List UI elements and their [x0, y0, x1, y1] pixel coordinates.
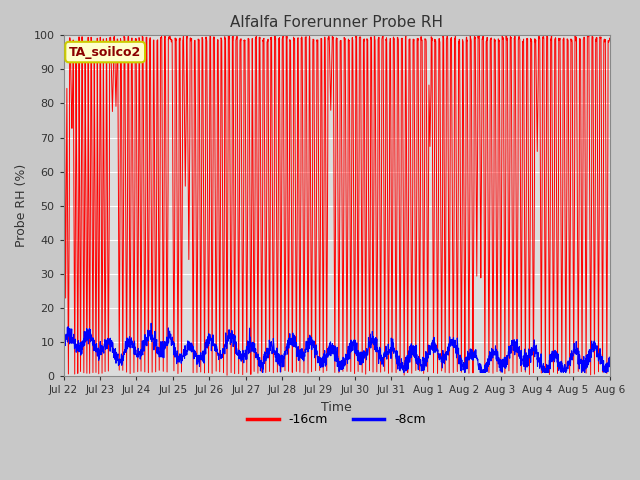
-16cm — [496, 148, 504, 154]
Legend: -16cm, -8cm: -16cm, -8cm — [243, 408, 431, 431]
-16cm — [60, 36, 67, 41]
-16cm — [365, 228, 372, 233]
Title: Alfalfa Forerunner Probe RH: Alfalfa Forerunner Probe RH — [230, 15, 444, 30]
-8cm — [558, 368, 566, 374]
-8cm — [496, 359, 504, 364]
-8cm — [573, 348, 581, 354]
Line: -16cm: -16cm — [63, 36, 610, 375]
Line: -8cm: -8cm — [63, 323, 610, 372]
-8cm — [147, 320, 155, 326]
-16cm — [212, 368, 220, 374]
-8cm — [212, 348, 220, 354]
-16cm — [558, 321, 566, 327]
-16cm — [223, 372, 231, 378]
-16cm — [125, 33, 132, 38]
-8cm — [60, 347, 67, 353]
-16cm — [606, 36, 614, 41]
Y-axis label: Probe RH (%): Probe RH (%) — [15, 164, 28, 247]
-16cm — [353, 92, 361, 97]
-16cm — [573, 178, 581, 184]
-8cm — [606, 359, 614, 365]
-8cm — [365, 344, 372, 350]
Text: TA_soilco2: TA_soilco2 — [69, 46, 141, 59]
-8cm — [259, 370, 266, 375]
X-axis label: Time: Time — [321, 400, 352, 413]
-8cm — [353, 340, 361, 346]
